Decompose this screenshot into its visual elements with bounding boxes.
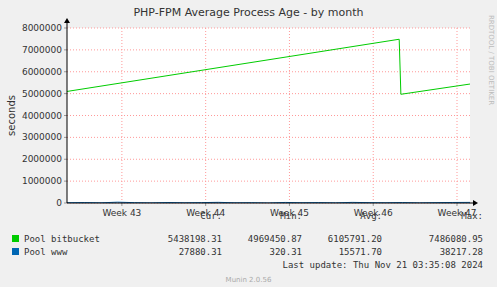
grid-line — [121, 28, 122, 203]
grid-line — [67, 28, 470, 29]
x-tick-label: Week 43 — [102, 208, 141, 218]
grid-line — [67, 137, 470, 138]
grid-line — [289, 28, 290, 203]
stat-value: 38217.28 — [440, 247, 483, 257]
plot-area — [67, 28, 470, 203]
y-label: seconds — [6, 95, 17, 136]
y-tick-label: 3000000 — [22, 132, 62, 142]
y-tick-label: 6000000 — [22, 67, 62, 77]
y-tick-label: 0 — [56, 198, 62, 208]
y-tick-label: 8000000 — [22, 23, 62, 33]
stat-header: Min: — [280, 211, 302, 221]
stat-value: 320.31 — [269, 247, 302, 257]
grid-line — [67, 115, 470, 116]
y-tick-label: 1000000 — [22, 176, 62, 186]
chart: PHP-FPM Average Process Age - by month se… — [0, 0, 497, 287]
grid-line — [67, 159, 470, 160]
stat-header: Avg: — [360, 211, 382, 221]
y-tick-label: 4000000 — [22, 111, 62, 121]
footer: Munin 2.0.56 — [226, 276, 272, 284]
stat-header: Cur: — [200, 211, 222, 221]
side-text: RRDTOOL / TOBI OETIKER — [487, 15, 495, 105]
stat-value: 5438198.31 — [168, 234, 222, 244]
grid-line — [67, 49, 470, 50]
legend-label: Pool www — [24, 247, 68, 257]
grid-line — [67, 71, 470, 72]
axis-arrow — [64, 18, 70, 23]
stat-value: 7486080.95 — [429, 234, 483, 244]
grid-line — [373, 28, 374, 203]
stat-value: 15571.70 — [339, 247, 382, 257]
stat-value: 4969450.87 — [248, 234, 302, 244]
background — [0, 0, 497, 287]
grid-line — [205, 28, 206, 203]
grid-line — [457, 28, 458, 203]
series-line — [67, 39, 470, 94]
y-axis — [67, 22, 68, 203]
last-update: Last update: Thu Nov 21 03:35:08 2024 — [283, 260, 483, 270]
x-axis — [67, 203, 474, 204]
series-group — [67, 39, 470, 203]
legend-label: Pool bitbucket — [24, 234, 100, 244]
y-tick-label: 2000000 — [22, 154, 62, 164]
stat-value: 6105791.20 — [328, 234, 382, 244]
legend-swatch — [12, 248, 19, 255]
grid-line — [67, 181, 470, 182]
y-tick-label: 7000000 — [22, 45, 62, 55]
legend-swatch — [12, 235, 19, 242]
stat-header: Max: — [461, 211, 483, 221]
title: PHP-FPM Average Process Age - by month — [133, 6, 363, 19]
axis-arrow — [473, 200, 478, 206]
stat-value: 27880.31 — [179, 247, 222, 257]
y-tick-label: 5000000 — [22, 89, 62, 99]
